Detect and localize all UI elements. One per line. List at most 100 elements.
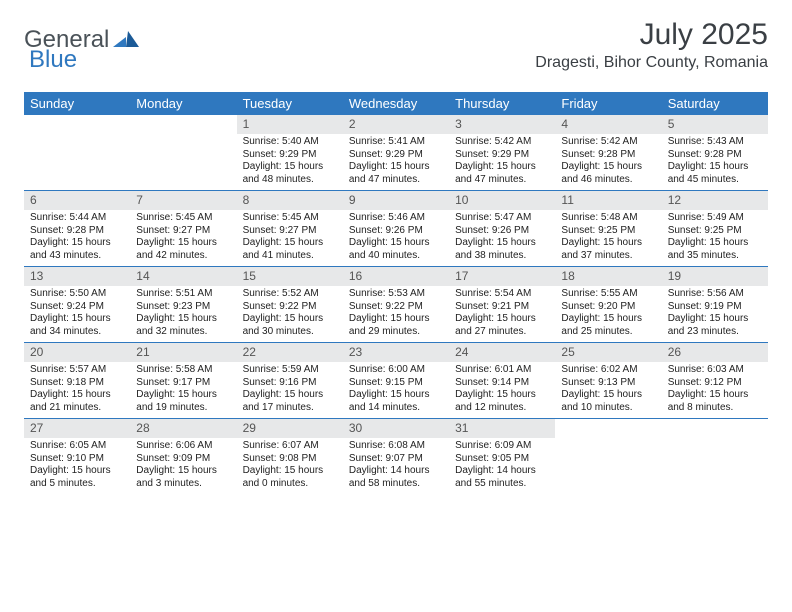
- day-number: 22: [237, 343, 343, 362]
- sunset-text: Sunset: 9:15 PM: [349, 377, 443, 390]
- sunrise-text: Sunrise: 6:09 AM: [455, 440, 549, 453]
- week-row: 20Sunrise: 5:57 AMSunset: 9:18 PMDayligh…: [24, 343, 768, 419]
- day-cell: 29 Sunrise: 6:07 AMSunset: 9:08 PMDayligh…: [237, 419, 343, 494]
- sunset-text: Sunset: 9:19 PM: [668, 301, 762, 314]
- day-number: 6: [24, 191, 130, 210]
- sunrise-text: Sunrise: 5:44 AM: [30, 212, 124, 225]
- day-number: 13: [24, 267, 130, 286]
- day-number: 31: [449, 419, 555, 438]
- day-cell: 31Sunrise: 6:09 AMSunset: 9:05 PMDayligh…: [449, 419, 555, 494]
- day-number: 30: [343, 419, 449, 438]
- weekday-wed: Wednesday: [343, 92, 449, 115]
- sunset-text: Sunset: 9:10 PM: [30, 453, 124, 466]
- day-number: 28: [130, 419, 236, 438]
- daylight-text: Daylight: 15 hours and 12 minutes.: [455, 389, 549, 414]
- day-cell: 5Sunrise: 5:43 AMSunset: 9:28 PMDaylight…: [662, 115, 768, 190]
- daylight-text: Daylight: 15 hours and 0 minutes.: [243, 465, 337, 490]
- day-body: Sunrise: 5:47 AMSunset: 9:26 PMDaylight:…: [449, 210, 555, 266]
- sunrise-text: Sunrise: 5:45 AM: [243, 212, 337, 225]
- day-cell: 28Sunrise: 6:06 AMSunset: 9:09 PMDayligh…: [130, 419, 236, 494]
- day-cell: 20Sunrise: 5:57 AMSunset: 9:18 PMDayligh…: [24, 343, 130, 418]
- day-cell: [130, 115, 236, 190]
- daylight-text: Daylight: 15 hours and 46 minutes.: [561, 161, 655, 186]
- sunset-text: Sunset: 9:28 PM: [30, 225, 124, 238]
- day-body: Sunrise: 5:58 AMSunset: 9:17 PMDaylight:…: [130, 362, 236, 418]
- day-number: 16: [343, 267, 449, 286]
- sunset-text: Sunset: 9:05 PM: [455, 453, 549, 466]
- sunrise-text: Sunrise: 5:50 AM: [30, 288, 124, 301]
- day-cell: 19Sunrise: 5:56 AMSunset: 9:19 PMDayligh…: [662, 267, 768, 342]
- day-cell: 4Sunrise: 5:42 AMSunset: 9:28 PMDaylight…: [555, 115, 661, 190]
- daylight-text: Daylight: 15 hours and 19 minutes.: [136, 389, 230, 414]
- daylight-text: Daylight: 15 hours and 10 minutes.: [561, 389, 655, 414]
- sunset-text: Sunset: 9:08 PM: [243, 453, 337, 466]
- day-cell: 13Sunrise: 5:50 AMSunset: 9:24 PMDayligh…: [24, 267, 130, 342]
- sunrise-text: Sunrise: 5:48 AM: [561, 212, 655, 225]
- sunrise-text: Sunrise: 6:08 AM: [349, 440, 443, 453]
- calendar-page: General July 2025 Dragesti, Bihor County…: [0, 0, 792, 504]
- day-number: 8: [237, 191, 343, 210]
- sunrise-text: Sunrise: 5:42 AM: [455, 136, 549, 149]
- month-title: July 2025: [535, 18, 768, 52]
- daylight-text: Daylight: 15 hours and 34 minutes.: [30, 313, 124, 338]
- week-row: 6Sunrise: 5:44 AMSunset: 9:28 PMDaylight…: [24, 191, 768, 267]
- sunrise-text: Sunrise: 5:41 AM: [349, 136, 443, 149]
- sunrise-text: Sunrise: 5:54 AM: [455, 288, 549, 301]
- day-body: Sunrise: 5:57 AMSunset: 9:18 PMDaylight:…: [24, 362, 130, 418]
- day-body: Sunrise: 5:55 AMSunset: 9:20 PMDaylight:…: [555, 286, 661, 342]
- sunrise-text: Sunrise: 5:49 AM: [668, 212, 762, 225]
- sunset-text: Sunset: 9:29 PM: [349, 149, 443, 162]
- daylight-text: Daylight: 15 hours and 30 minutes.: [243, 313, 337, 338]
- sunset-text: Sunset: 9:28 PM: [668, 149, 762, 162]
- weekday-tue: Tuesday: [237, 92, 343, 115]
- day-number: 20: [24, 343, 130, 362]
- sunrise-text: Sunrise: 5:57 AM: [30, 364, 124, 377]
- day-body: Sunrise: 5:56 AMSunset: 9:19 PMDaylight:…: [662, 286, 768, 342]
- day-cell: 3Sunrise: 5:42 AMSunset: 9:29 PMDaylight…: [449, 115, 555, 190]
- daylight-text: Daylight: 15 hours and 5 minutes.: [30, 465, 124, 490]
- day-body: Sunrise: 5:53 AMSunset: 9:22 PMDaylight:…: [343, 286, 449, 342]
- day-body: Sunrise: 5:48 AMSunset: 9:25 PMDaylight:…: [555, 210, 661, 266]
- day-number: 21: [130, 343, 236, 362]
- location-text: Dragesti, Bihor County, Romania: [535, 54, 768, 72]
- week-row: 1Sunrise: 5:40 AMSunset: 9:29 PMDaylight…: [24, 115, 768, 191]
- sunrise-text: Sunrise: 6:07 AM: [243, 440, 337, 453]
- weeks-container: 1Sunrise: 5:40 AMSunset: 9:29 PMDaylight…: [24, 115, 768, 494]
- day-cell: 9Sunrise: 5:46 AMSunset: 9:26 PMDaylight…: [343, 191, 449, 266]
- day-number: 9: [343, 191, 449, 210]
- sunrise-text: Sunrise: 5:56 AM: [668, 288, 762, 301]
- sunrise-text: Sunrise: 5:45 AM: [136, 212, 230, 225]
- sunset-text: Sunset: 9:20 PM: [561, 301, 655, 314]
- daylight-text: Daylight: 15 hours and 3 minutes.: [136, 465, 230, 490]
- sunset-text: Sunset: 9:26 PM: [455, 225, 549, 238]
- weekday-thu: Thursday: [449, 92, 555, 115]
- day-body: Sunrise: 5:45 AMSunset: 9:27 PMDaylight:…: [130, 210, 236, 266]
- weekday-sat: Saturday: [662, 92, 768, 115]
- day-number: 1: [237, 115, 343, 134]
- day-cell: [24, 115, 130, 190]
- sunrise-text: Sunrise: 5:58 AM: [136, 364, 230, 377]
- day-number: 15: [237, 267, 343, 286]
- sunset-text: Sunset: 9:13 PM: [561, 377, 655, 390]
- day-cell: 6Sunrise: 5:44 AMSunset: 9:28 PMDaylight…: [24, 191, 130, 266]
- sunrise-text: Sunrise: 6:02 AM: [561, 364, 655, 377]
- day-body: Sunrise: 5:59 AMSunset: 9:16 PMDaylight:…: [237, 362, 343, 418]
- daylight-text: Daylight: 15 hours and 29 minutes.: [349, 313, 443, 338]
- day-body: Sunrise: 5:44 AMSunset: 9:28 PMDaylight:…: [24, 210, 130, 266]
- day-body: Sunrise: 6:08 AMSunset: 9:07 PMDaylight:…: [343, 438, 449, 494]
- daylight-text: Daylight: 15 hours and 25 minutes.: [561, 313, 655, 338]
- day-cell: 11Sunrise: 5:48 AMSunset: 9:25 PMDayligh…: [555, 191, 661, 266]
- day-number: 10: [449, 191, 555, 210]
- day-number: 29: [237, 419, 343, 438]
- day-body: Sunrise: 6:00 AMSunset: 9:15 PMDaylight:…: [343, 362, 449, 418]
- sunset-text: Sunset: 9:26 PM: [349, 225, 443, 238]
- day-cell: 12Sunrise: 5:49 AMSunset: 9:25 PMDayligh…: [662, 191, 768, 266]
- day-number: 14: [130, 267, 236, 286]
- sunset-text: Sunset: 9:27 PM: [243, 225, 337, 238]
- week-row: 13Sunrise: 5:50 AMSunset: 9:24 PMDayligh…: [24, 267, 768, 343]
- day-cell: [662, 419, 768, 494]
- sunrise-text: Sunrise: 5:55 AM: [561, 288, 655, 301]
- day-number: 5: [662, 115, 768, 134]
- sunrise-text: Sunrise: 5:52 AM: [243, 288, 337, 301]
- day-body: Sunrise: 6:03 AMSunset: 9:12 PMDaylight:…: [662, 362, 768, 418]
